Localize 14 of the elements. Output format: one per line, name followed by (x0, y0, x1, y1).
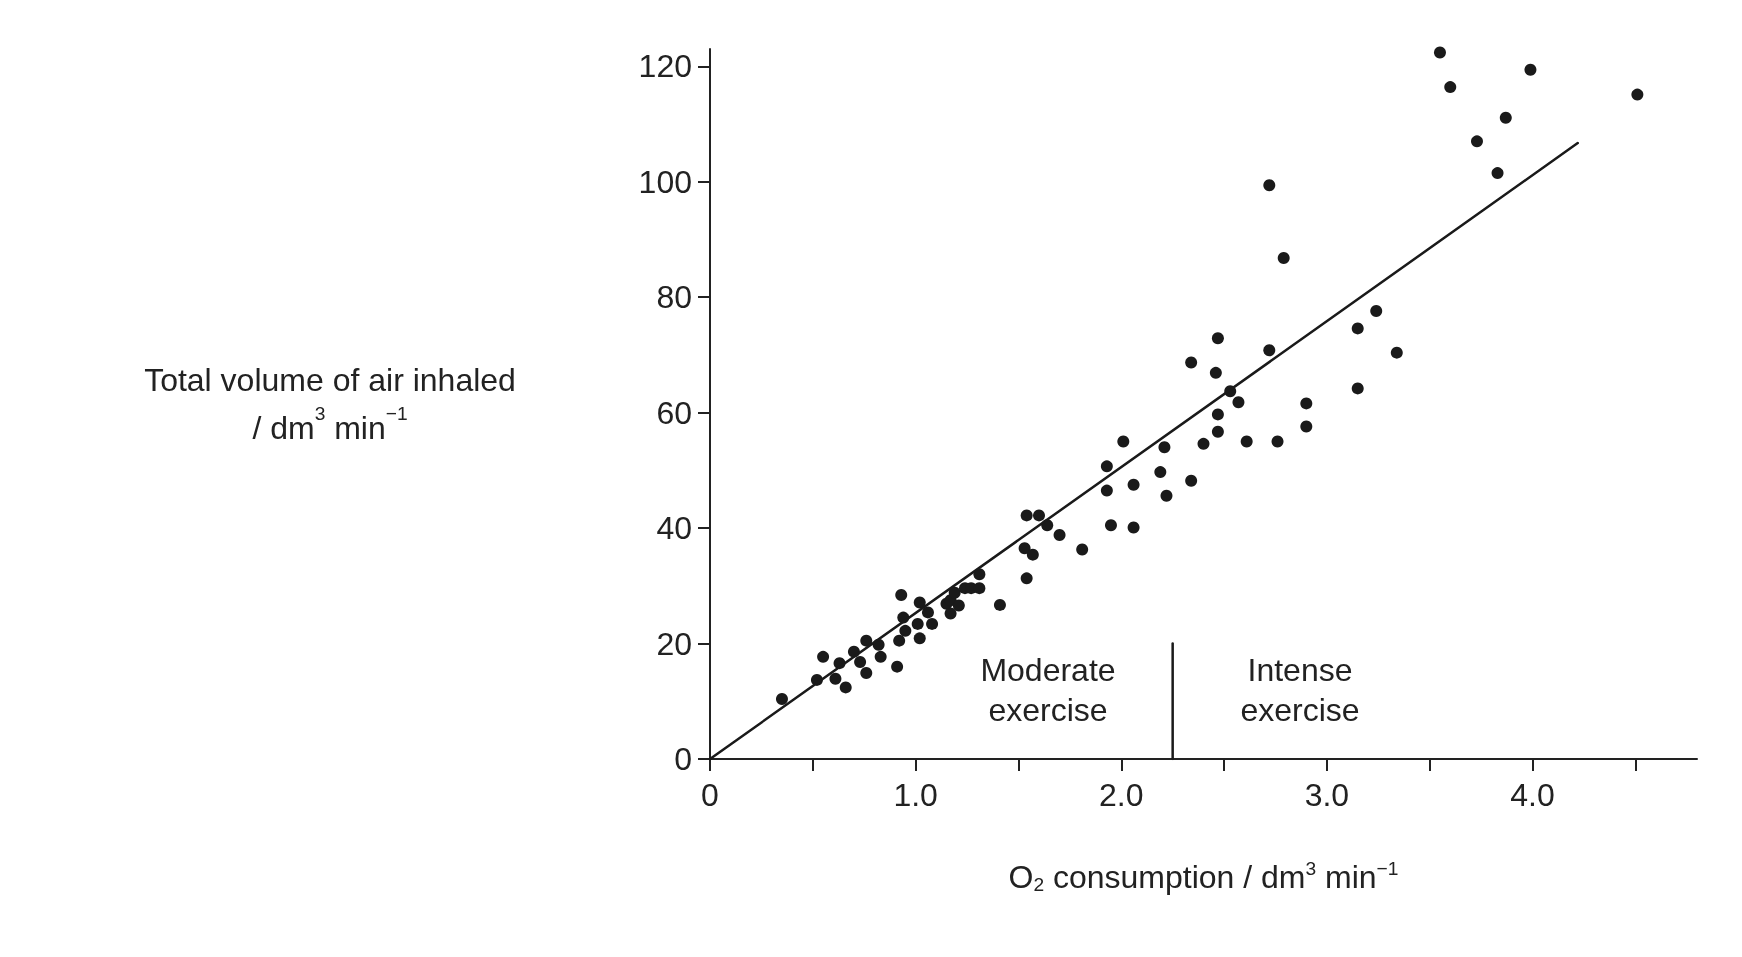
y-tick-label: 100 (638, 163, 692, 200)
annotation: Intense exercise (1240, 652, 1360, 728)
y-tick-label: 80 (656, 279, 692, 316)
y-tick-label: 40 (656, 510, 692, 547)
y-tick-label: 120 (638, 48, 692, 85)
y-tick-label: 60 (656, 394, 692, 431)
x-tick-label: 2.0 (1099, 777, 1144, 813)
annotation: Moderate exercise (980, 652, 1116, 728)
y-tick-label: 20 (656, 625, 692, 662)
x-tick-label: 3.0 (1304, 777, 1350, 813)
x-tick-label: 0 (701, 777, 719, 813)
x-tick-label: 4.0 (1510, 777, 1555, 813)
x-tick-label: 1.0 (893, 777, 938, 813)
y-tick-label: 0 (674, 741, 692, 777)
